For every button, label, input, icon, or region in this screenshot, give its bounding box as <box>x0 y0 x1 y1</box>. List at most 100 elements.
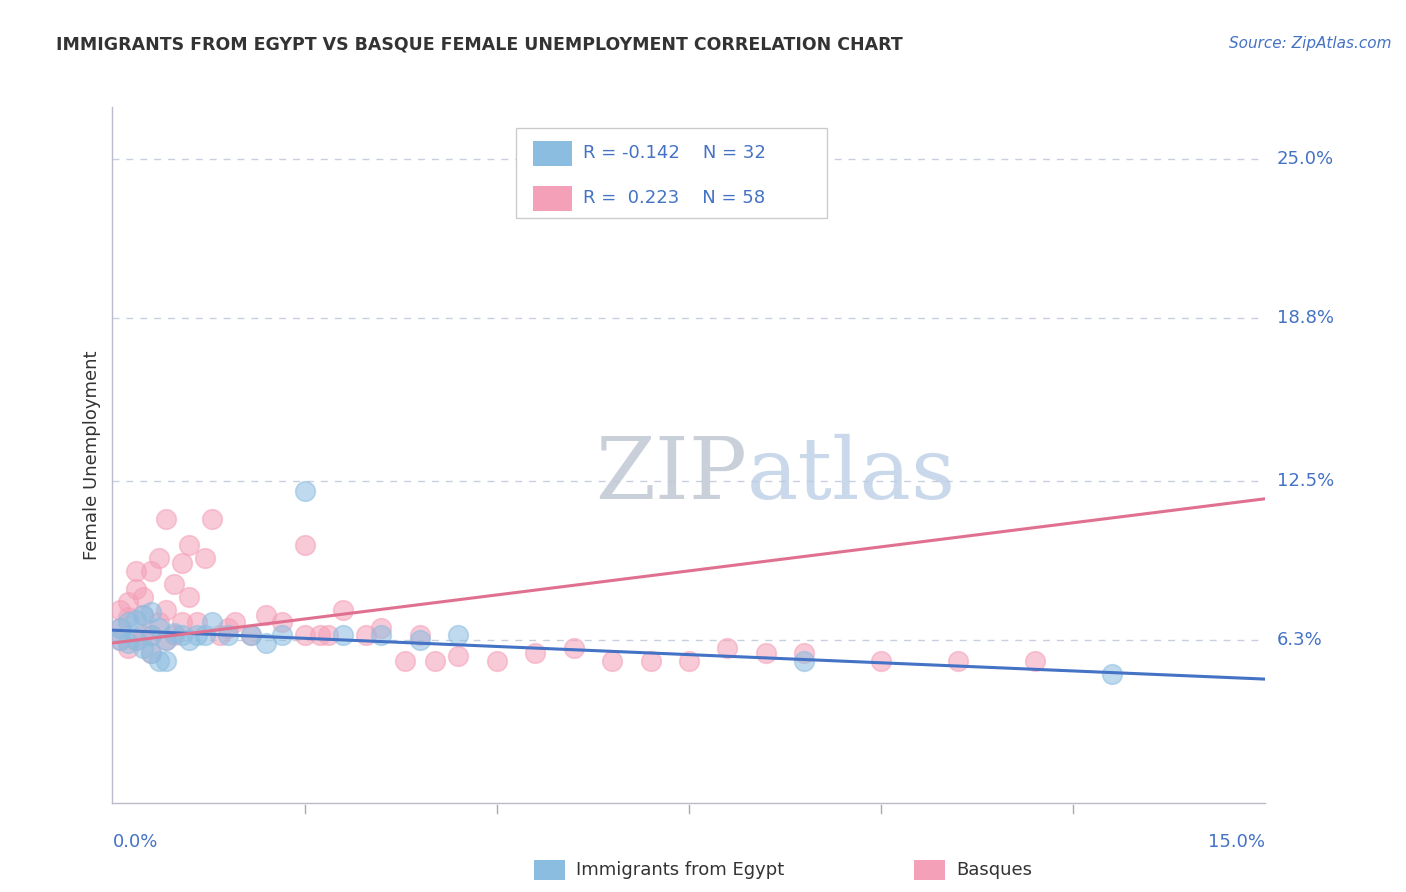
Point <box>793 654 815 668</box>
Point <box>409 633 432 648</box>
Point <box>132 607 155 622</box>
Point <box>239 628 262 642</box>
Point <box>139 605 162 619</box>
Point <box>1024 654 1046 668</box>
Point <box>793 646 815 660</box>
Point <box>186 628 208 642</box>
Point <box>170 556 193 570</box>
Point <box>179 538 201 552</box>
Point <box>217 628 239 642</box>
Point <box>946 654 969 668</box>
Point <box>294 538 316 552</box>
Point <box>132 641 155 656</box>
Point <box>640 654 662 668</box>
Text: R = -0.142    N = 32: R = -0.142 N = 32 <box>583 145 766 162</box>
Point <box>224 615 246 630</box>
Point <box>155 654 177 668</box>
Point <box>170 615 193 630</box>
Point <box>600 654 623 668</box>
Point <box>294 628 316 642</box>
Point <box>201 512 224 526</box>
Point <box>117 636 139 650</box>
Point <box>139 646 162 660</box>
Text: Source: ZipAtlas.com: Source: ZipAtlas.com <box>1229 36 1392 51</box>
Point <box>332 602 354 616</box>
Text: Basques: Basques <box>956 861 1032 879</box>
Point <box>254 607 277 622</box>
Point <box>370 621 392 635</box>
Point <box>139 646 162 660</box>
Text: 12.5%: 12.5% <box>1277 472 1334 490</box>
Point <box>155 512 177 526</box>
Point <box>254 636 277 650</box>
Point <box>294 483 316 498</box>
Point <box>108 621 131 635</box>
Point <box>239 628 262 642</box>
Point <box>108 633 131 648</box>
Point <box>124 582 146 596</box>
Point <box>1101 667 1123 681</box>
Point <box>309 628 332 642</box>
Point <box>108 621 131 635</box>
Point <box>132 590 155 604</box>
Point <box>209 628 232 642</box>
Point <box>155 633 177 648</box>
Point <box>163 625 186 640</box>
Text: ZIP: ZIP <box>595 434 747 517</box>
Point <box>870 654 893 668</box>
Point <box>409 628 432 642</box>
Point <box>447 628 470 642</box>
Point <box>148 621 170 635</box>
Point <box>148 654 170 668</box>
Point <box>755 646 778 660</box>
Text: 0.0%: 0.0% <box>112 833 157 851</box>
Text: 6.3%: 6.3% <box>1277 632 1322 649</box>
Point <box>270 615 292 630</box>
Point <box>148 615 170 630</box>
Point <box>124 613 146 627</box>
Point <box>117 610 139 624</box>
Point <box>148 551 170 566</box>
Text: 25.0%: 25.0% <box>1277 150 1334 168</box>
Point <box>139 628 162 642</box>
Point <box>132 628 155 642</box>
Point <box>139 564 162 578</box>
Point <box>354 628 377 642</box>
Text: atlas: atlas <box>747 434 956 517</box>
Point <box>186 615 208 630</box>
Point <box>170 628 193 642</box>
Point <box>524 646 547 660</box>
Point <box>124 564 146 578</box>
Text: 15.0%: 15.0% <box>1208 833 1265 851</box>
Point <box>316 628 339 642</box>
Point <box>108 602 131 616</box>
Text: R =  0.223    N = 58: R = 0.223 N = 58 <box>583 189 766 208</box>
Point <box>194 551 217 566</box>
Point <box>117 641 139 656</box>
Point <box>201 615 224 630</box>
Point <box>332 628 354 642</box>
Text: Immigrants from Egypt: Immigrants from Egypt <box>576 861 785 879</box>
Point <box>179 590 201 604</box>
Point <box>270 628 292 642</box>
Point <box>370 628 392 642</box>
Point <box>117 595 139 609</box>
Point <box>394 654 416 668</box>
Point <box>217 621 239 635</box>
Point <box>447 648 470 663</box>
Point <box>562 641 585 656</box>
Point <box>194 628 217 642</box>
Point <box>485 654 508 668</box>
Point <box>163 628 186 642</box>
Point <box>124 633 146 648</box>
Point <box>155 633 177 648</box>
Point <box>124 633 146 648</box>
Point <box>163 576 186 591</box>
Text: IMMIGRANTS FROM EGYPT VS BASQUE FEMALE UNEMPLOYMENT CORRELATION CHART: IMMIGRANTS FROM EGYPT VS BASQUE FEMALE U… <box>56 36 903 54</box>
Point <box>155 602 177 616</box>
Point <box>179 633 201 648</box>
Y-axis label: Female Unemployment: Female Unemployment <box>83 351 101 559</box>
Point <box>425 654 447 668</box>
Point <box>117 615 139 630</box>
Text: 18.8%: 18.8% <box>1277 310 1333 327</box>
